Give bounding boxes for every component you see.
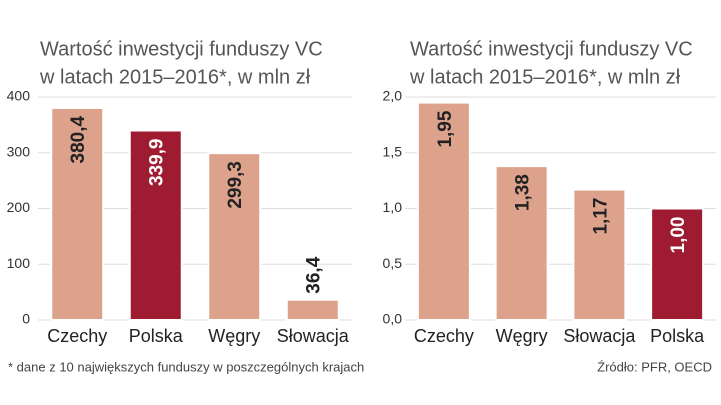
- value-label: 1,38: [513, 174, 534, 211]
- chart-title: w latach 2015–2016*, w mln zł: [39, 66, 311, 88]
- x-tick-label: Czechy: [414, 326, 474, 346]
- y-tick-label: 2,0: [383, 88, 403, 104]
- bar: [285, 298, 340, 321]
- x-tick-label: Słowacja: [563, 326, 636, 346]
- x-tick-label: Czechy: [47, 326, 107, 346]
- bar: [494, 165, 549, 321]
- footnote: * dane z 10 największych funduszy w posz…: [8, 359, 364, 374]
- y-tick-label: 100: [7, 255, 31, 271]
- x-tick-label: Polska: [650, 326, 705, 346]
- source: Źródło: PFR, OECD: [597, 359, 712, 374]
- y-tick-label: 0,0: [383, 311, 403, 327]
- value-label: 1,17: [590, 198, 611, 235]
- value-label: 1,00: [668, 217, 689, 254]
- x-tick-label: Węgry: [496, 326, 548, 346]
- bar: [128, 129, 183, 321]
- bar: [572, 188, 627, 321]
- value-label: 339,9: [147, 139, 168, 187]
- bar: [650, 207, 705, 321]
- bar: [416, 101, 471, 321]
- y-tick-label: 0,5: [383, 255, 403, 271]
- x-tick-label: Słowacja: [277, 326, 350, 346]
- chart-title: w latach 2015–2016*, w mln zł: [409, 66, 681, 88]
- value-label: 299,3: [225, 161, 246, 209]
- value-label: 36,4: [304, 256, 325, 293]
- y-tick-label: 200: [7, 199, 31, 215]
- value-label: 1,95: [435, 110, 456, 147]
- y-tick-label: 0: [22, 311, 30, 327]
- y-tick-label: 1,0: [383, 199, 403, 215]
- chart-title: Wartość inwestycji funduszy VC: [410, 38, 693, 60]
- y-tick-label: 400: [7, 88, 31, 104]
- y-tick-label: 300: [7, 143, 31, 159]
- bar: [50, 106, 105, 321]
- bar: [207, 152, 262, 321]
- chart-title: Wartość inwestycji funduszy VC: [40, 38, 323, 60]
- y-tick-label: 1,5: [383, 143, 403, 159]
- x-tick-label: Węgry: [208, 326, 260, 346]
- x-tick-label: Polska: [129, 326, 184, 346]
- value-label: 380,4: [68, 115, 89, 163]
